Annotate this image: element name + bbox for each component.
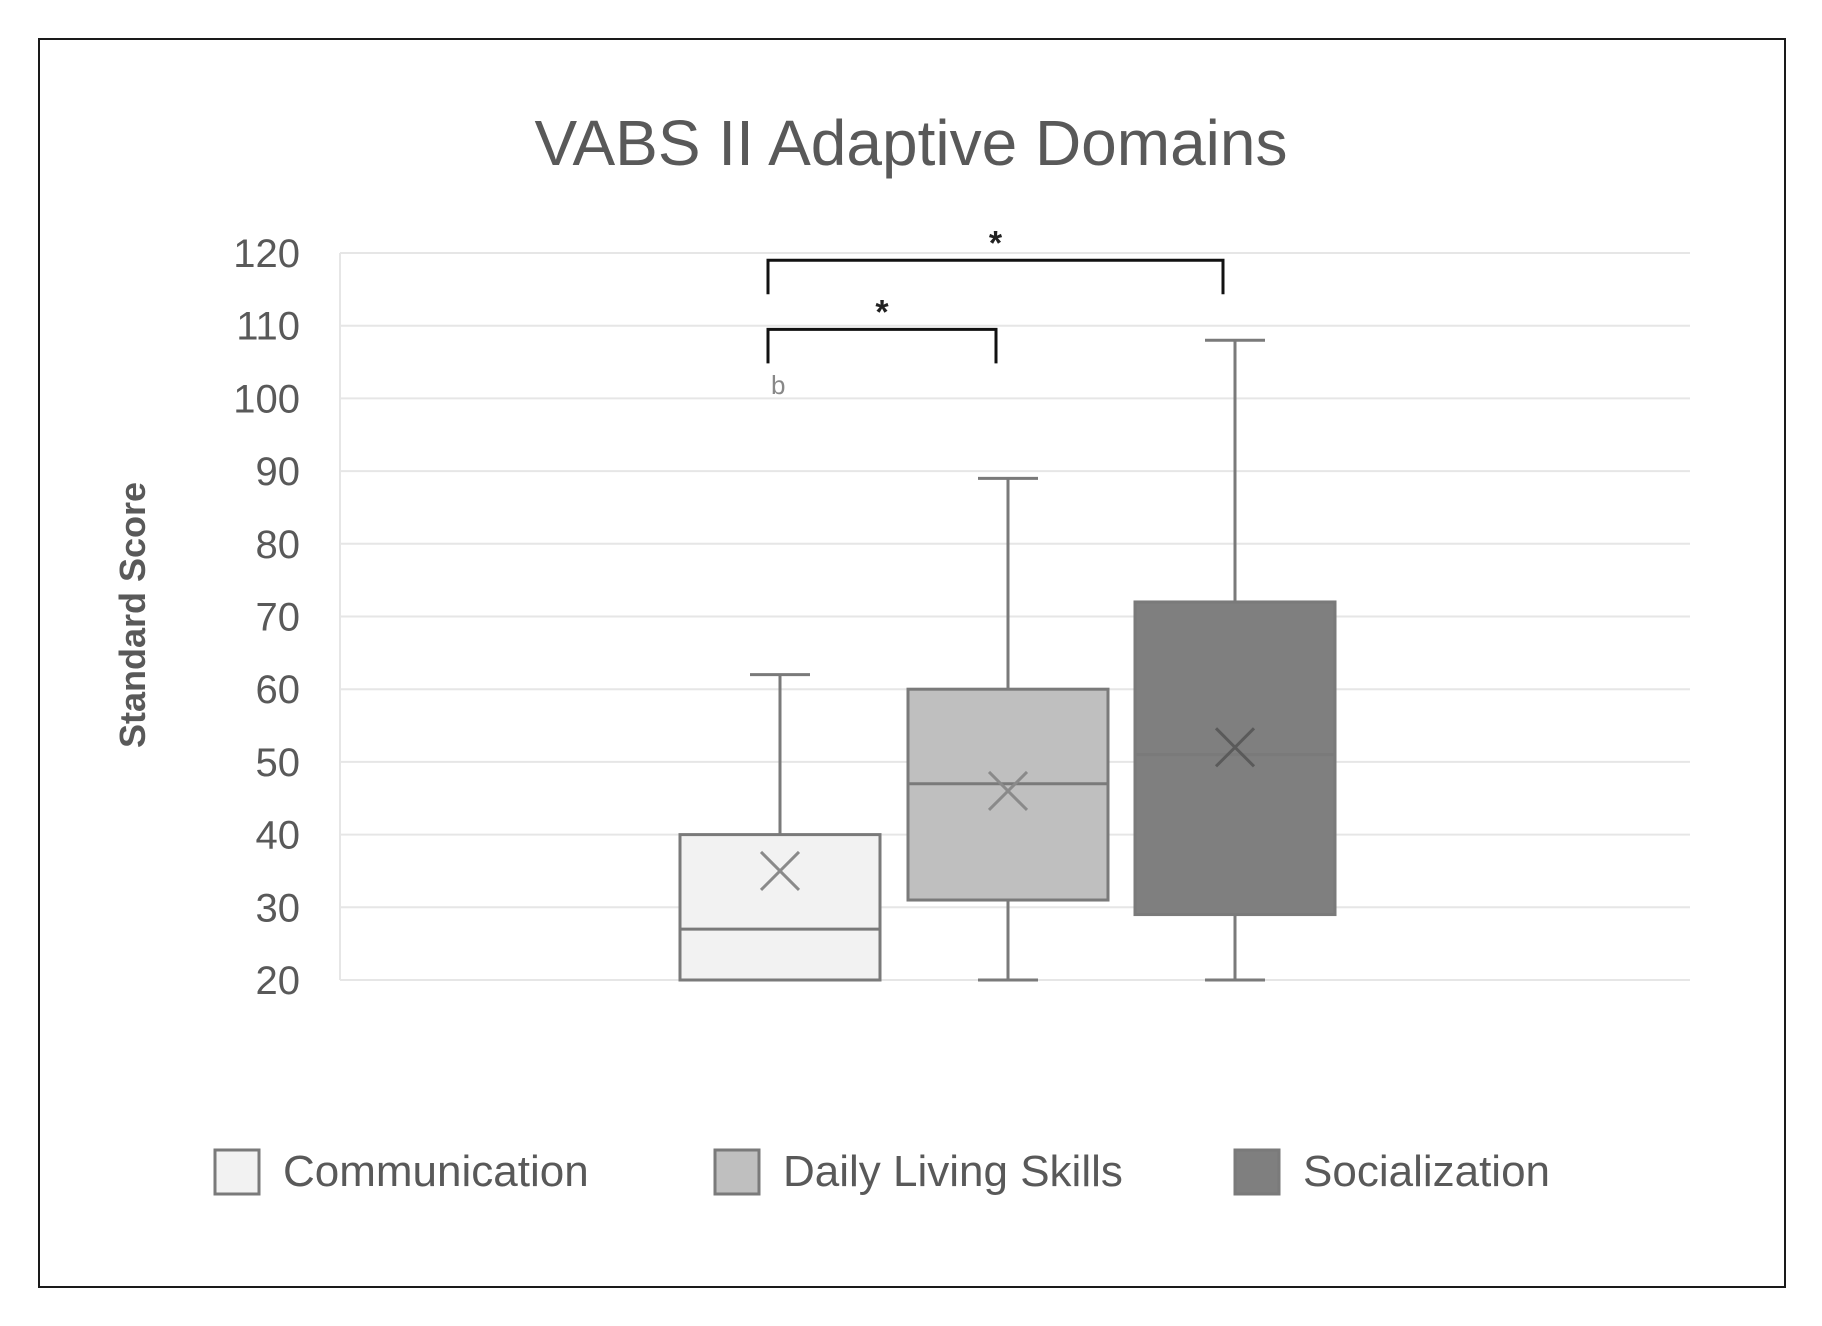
significance-label-0: *: [875, 293, 889, 331]
y-tick-label-40: 40: [256, 814, 301, 858]
y-tick-label-80: 80: [256, 523, 301, 567]
box-communication: [678, 673, 882, 982]
mean-marker-stroke-b: [987, 770, 1029, 812]
mean-marker-stroke-b: [759, 850, 801, 892]
legend-label-2: Socialization: [1303, 1147, 1550, 1196]
chart-title: VABS II Adaptive Domains: [535, 107, 1288, 179]
y-axis-label: Standard Score: [112, 482, 153, 748]
legend: Communication Daily Living Skills Socializ…: [213, 1147, 1550, 1196]
y-tick-label-90: 90: [256, 450, 301, 494]
y-tick-label-100: 100: [233, 377, 300, 421]
annotation-0: b: [771, 370, 785, 400]
chart-frame: [38, 38, 1786, 1288]
iqr-box: [678, 833, 882, 982]
iqr-box: [906, 687, 1110, 902]
y-tick-label-60: 60: [256, 668, 301, 712]
significance-bracket-0: [766, 327, 998, 364]
y-tick-label-70: 70: [256, 596, 301, 640]
y-tick-label-110: 110: [236, 305, 300, 349]
y-tick-label-50: 50: [256, 741, 301, 785]
box-series: b: [678, 338, 1337, 982]
significance-label-1: *: [989, 224, 1003, 262]
box-daily-living-skills: [906, 476, 1110, 982]
legend-swatch-2: [1233, 1148, 1281, 1196]
mean-marker-stroke-b: [1214, 727, 1256, 768]
y-tick-labels: 20 30 40 50 60 70 80 90 100 110 120: [233, 232, 300, 1003]
legend-label-0: Communication: [283, 1147, 589, 1196]
grid-lines: [339, 252, 1690, 981]
legend-swatch-1: [713, 1148, 761, 1196]
box-socialization: [1133, 338, 1337, 982]
y-tick-label-120: 120: [233, 232, 300, 276]
y-tick-label-30: 30: [256, 886, 301, 930]
legend-swatch-0: [213, 1148, 261, 1196]
y-tick-label-20: 20: [256, 959, 301, 1003]
significance-bracket-1: [766, 258, 1225, 295]
legend-label-1: Daily Living Skills: [783, 1147, 1123, 1196]
significance-brackets: **: [766, 224, 1225, 364]
iqr-box: [1133, 600, 1337, 917]
